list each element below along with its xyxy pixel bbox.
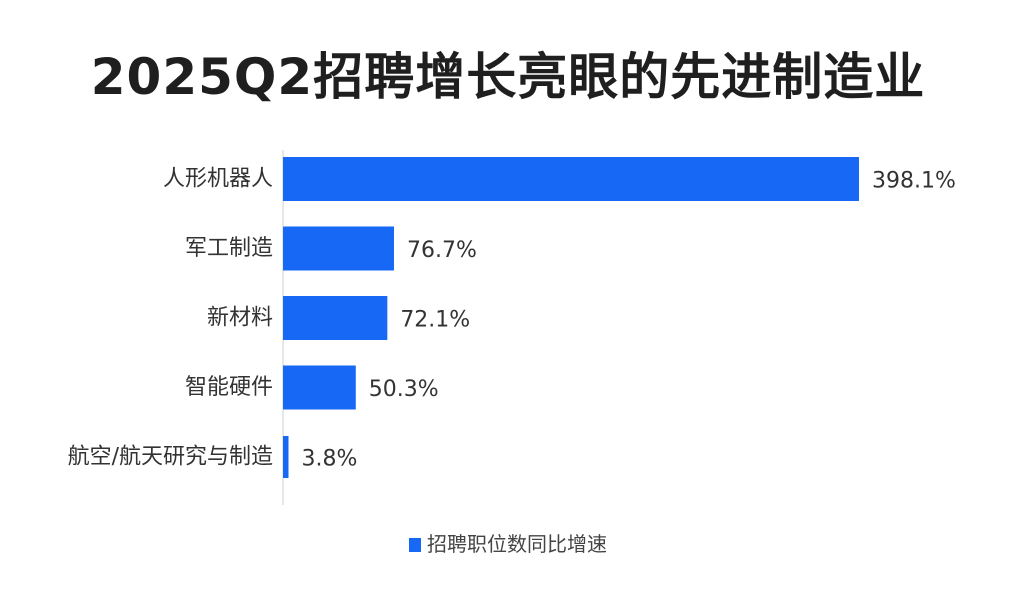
category-label: 军工制造 — [185, 236, 273, 261]
value-label: 76.7% — [407, 238, 477, 263]
category-label: 智能硬件 — [185, 375, 273, 400]
value-label: 72.1% — [400, 308, 470, 333]
bar-2 — [283, 296, 388, 340]
legend: 招聘职位数同比增速 — [0, 528, 1016, 557]
bar-4 — [283, 436, 289, 478]
chart-title: 2025Q2招聘增长亮眼的先进制造业 — [90, 48, 926, 106]
category-label: 航空/航天研究与制造 — [68, 445, 273, 470]
category-label: 新材料 — [207, 306, 273, 331]
bar-0 — [283, 157, 859, 201]
bar-1 — [283, 226, 394, 271]
legend-swatch — [409, 538, 421, 552]
bar-3 — [283, 365, 356, 410]
legend-label: 招聘职位数同比增速 — [427, 532, 607, 556]
value-label: 3.8% — [301, 447, 357, 472]
category-label: 人形机器人 — [163, 167, 273, 192]
value-label: 398.1% — [872, 169, 956, 194]
value-label: 50.3% — [369, 377, 439, 402]
